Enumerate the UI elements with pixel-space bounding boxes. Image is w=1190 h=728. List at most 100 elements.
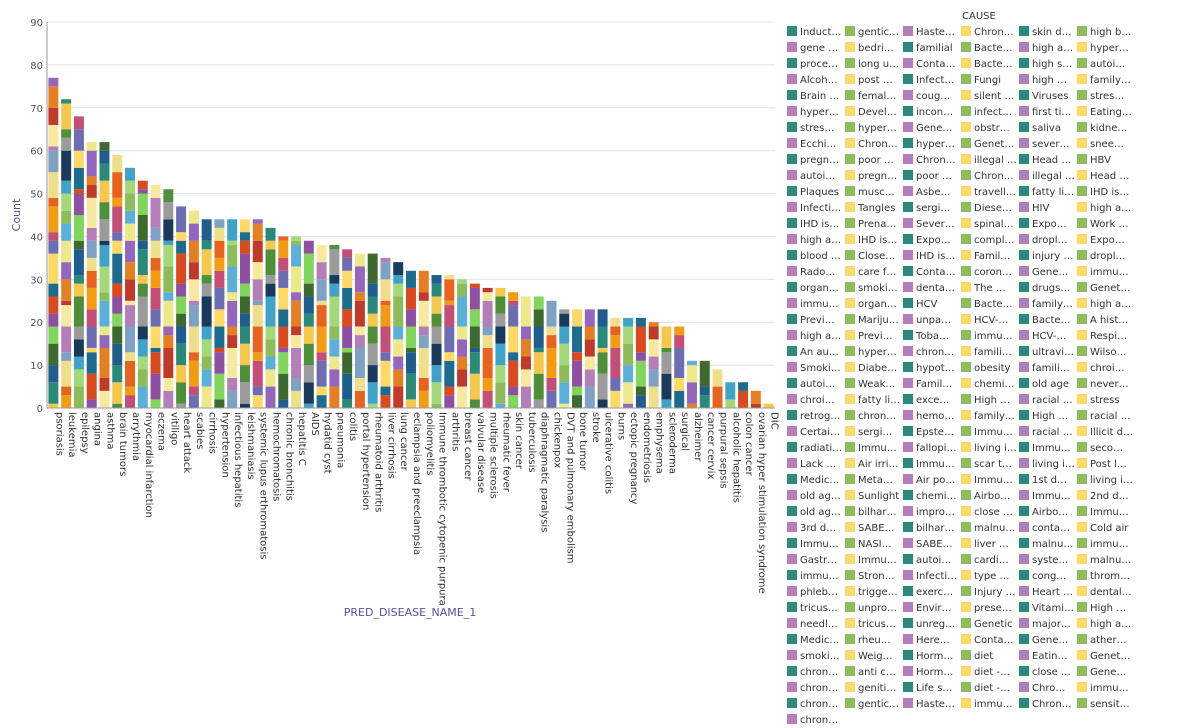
- legend-label: Fungi: [974, 75, 1002, 86]
- legend-swatch: [845, 490, 855, 500]
- bar-segment: [444, 305, 455, 327]
- legend-swatch: [1077, 42, 1087, 52]
- legend-item: drugs…: [1019, 282, 1070, 296]
- bar-segment: [584, 339, 595, 357]
- legend-label: Immu…: [974, 427, 1013, 438]
- legend-label: saliva: [1032, 123, 1061, 134]
- bar-segment: [406, 326, 416, 348]
- legend-swatch: [845, 154, 855, 164]
- legend-label: sergi…: [858, 427, 893, 438]
- legend-swatch: [845, 634, 855, 644]
- legend-item: Bacte…: [961, 298, 1013, 312]
- bar-segment: [661, 373, 672, 400]
- legend-label: Injury …: [974, 587, 1016, 598]
- legend-swatch: [845, 394, 855, 404]
- bar-segment: [482, 377, 493, 391]
- legend-item: Meta…: [845, 474, 893, 488]
- legend-swatch: [1019, 602, 1029, 612]
- legend-label: Genetic: [974, 619, 1013, 630]
- bar-segment: [252, 360, 263, 387]
- bar-segment: [176, 403, 187, 408]
- bar-segment: [125, 279, 135, 301]
- legend-swatch: [903, 698, 913, 708]
- legend-item: racial …: [1019, 394, 1073, 408]
- legend-label: proce…: [800, 59, 839, 70]
- legend-swatch: [961, 378, 971, 388]
- bar-segment: [99, 142, 110, 151]
- bar-segment: [533, 399, 544, 408]
- x-tick-label: myocardial infarction: [143, 412, 154, 518]
- legend-swatch: [1019, 442, 1029, 452]
- x-tick-label: cancer cervix: [705, 412, 716, 479]
- legend-label: pregn…: [800, 155, 840, 166]
- legend-label: Cold air: [1090, 523, 1129, 534]
- legend-label: Sunlight: [858, 491, 900, 502]
- legend-label: illegal …: [974, 155, 1017, 166]
- legend-swatch: [1077, 218, 1087, 228]
- legend-swatch: [787, 506, 797, 516]
- bar-segment: [303, 365, 314, 383]
- legend-item: Illicit d…: [1077, 426, 1133, 440]
- legend-swatch: [961, 138, 971, 148]
- legend-label: high s…: [1032, 59, 1073, 70]
- bar-segment: [112, 197, 123, 207]
- bar-segment: [406, 287, 416, 310]
- legend-item: Airbo…: [1019, 506, 1068, 520]
- bar-segment: [431, 275, 442, 284]
- legend-swatch: [903, 538, 913, 548]
- bar-stack: [469, 283, 480, 408]
- bar-segment: [265, 283, 276, 297]
- bar-segment: [99, 292, 110, 301]
- legend-item: organ…: [845, 298, 897, 312]
- legend-item: immu…: [1077, 682, 1129, 696]
- legend-item: Infecti…: [903, 570, 957, 584]
- bar-segment: [150, 309, 161, 327]
- bar-segment: [329, 296, 340, 327]
- legend-item: major…: [1019, 618, 1071, 632]
- legend-label: Immu…: [1032, 491, 1071, 502]
- legend-swatch: [1019, 490, 1029, 500]
- legend-item: family…: [1077, 74, 1131, 88]
- bar-segment: [125, 210, 135, 224]
- bar-segment: [584, 369, 595, 387]
- legend-label: Chron…: [1032, 699, 1072, 710]
- bar-segment: [354, 390, 365, 408]
- legend-label: Close…: [858, 251, 896, 262]
- x-tick-label: alcoholic hepatitis: [730, 412, 741, 503]
- bar-segment: [457, 283, 468, 297]
- x-tick-label: arthritis: [449, 412, 460, 451]
- legend-swatch: [1077, 154, 1087, 164]
- legend-swatch: [845, 282, 855, 292]
- legend-item: chron…: [787, 698, 838, 712]
- legend-swatch: [845, 666, 855, 676]
- bar-segment: [137, 193, 148, 215]
- bar-segment: [597, 309, 608, 327]
- legend-item: exerc…: [903, 586, 953, 600]
- legend-label: malnu…: [1032, 539, 1074, 550]
- legend-label: Genet…: [974, 139, 1015, 150]
- bar-segment: [738, 382, 749, 391]
- bar-segment: [137, 249, 148, 276]
- legend-item: high a…: [787, 234, 841, 248]
- legend-item: Alcoh…: [787, 74, 838, 88]
- bar-segment: [137, 326, 148, 340]
- bar-segment: [750, 403, 761, 408]
- x-tick-label: AIDS: [309, 412, 320, 436]
- bar-segment: [86, 399, 97, 408]
- legend-label: Lack …: [800, 459, 837, 470]
- bar-segment: [533, 296, 544, 310]
- legend-swatch: [1019, 218, 1029, 228]
- legend-item: Here…: [903, 634, 950, 648]
- bar-segment: [559, 313, 570, 327]
- bar-segment: [354, 377, 365, 391]
- bar-segment: [431, 382, 442, 404]
- legend-swatch: [1077, 298, 1087, 308]
- bar-stack: [265, 227, 276, 408]
- x-tick-label: diaphragmatic paralysis: [539, 412, 550, 532]
- legend-swatch: [961, 26, 971, 36]
- legend-swatch: [787, 426, 797, 436]
- legend-swatch: [787, 282, 797, 292]
- legend-item: hyper…: [787, 106, 839, 120]
- legend-item: coron…: [961, 266, 1012, 280]
- y-tick-label: 50: [30, 190, 43, 201]
